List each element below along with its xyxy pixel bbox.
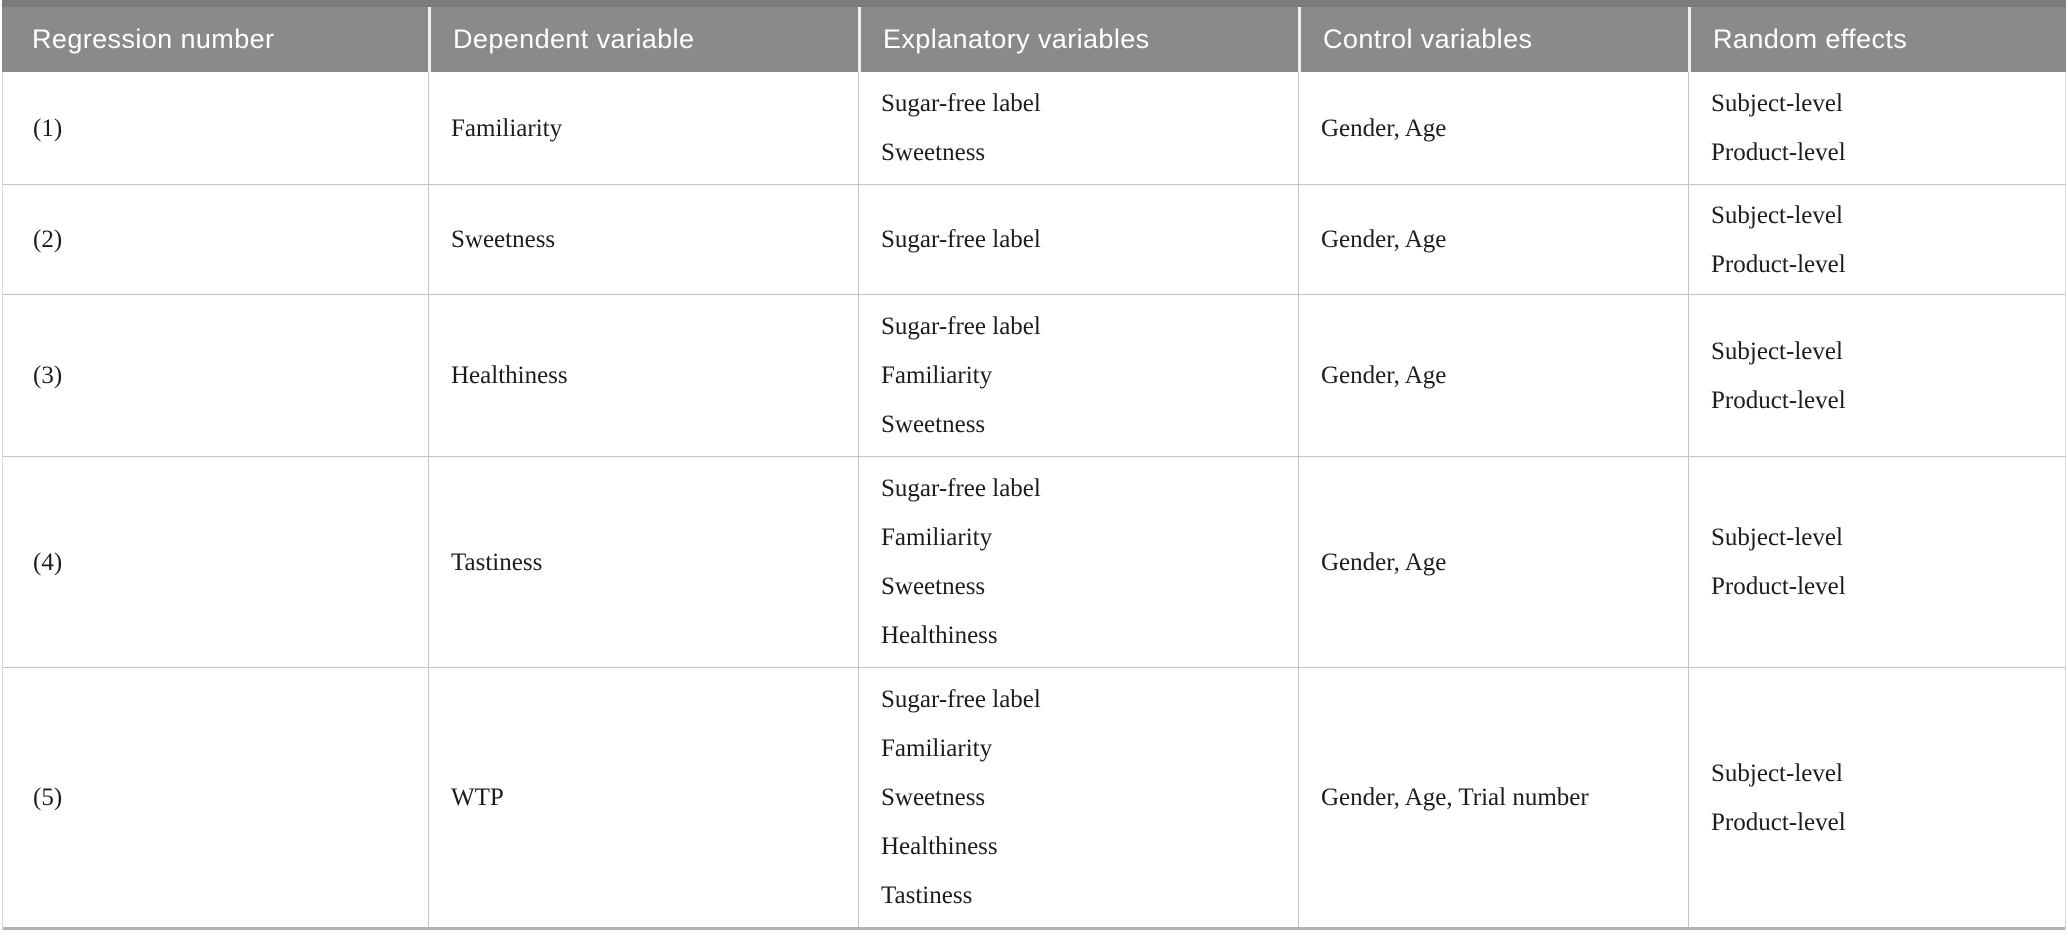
cell-line: (5) — [33, 784, 63, 811]
cell-line: (3) — [33, 362, 63, 389]
cell-line: Gender, Age — [1321, 226, 1447, 253]
cell-line: Product-level — [1711, 250, 1846, 278]
cell-regression-number: (4) — [3, 457, 428, 667]
cell-line: Subject-level — [1711, 337, 1843, 365]
cell-line: Familiarity — [451, 114, 563, 142]
cell-line: Sugar-free label — [881, 313, 1041, 340]
cell-line: WTP — [451, 784, 504, 811]
cell-line: (4) — [33, 548, 63, 576]
cell-line: Healthiness — [881, 622, 998, 649]
cell-line: Product-level — [1711, 808, 1846, 836]
cell-line: Sweetness — [451, 226, 556, 253]
cell-control-variables: Gender, Age, Trial number — [1298, 668, 1688, 927]
cell-dependent-variable: Sweetness — [428, 185, 858, 294]
regression-specifications-table: Regression number Dependent variable Exp… — [2, 0, 2066, 930]
cell-line: Tastiness — [881, 882, 973, 909]
cell-line: Gender, Age, Trial number — [1321, 784, 1589, 811]
cell-random-effects: Subject-level Product-level — [1688, 72, 2065, 184]
cell-control-variables: Gender, Age — [1298, 185, 1688, 294]
cell-control-variables: Gender, Age — [1298, 72, 1688, 184]
cell-random-effects: Subject-level Product-level — [1688, 457, 2065, 667]
cell-line: Familiarity — [881, 362, 993, 389]
cell-dependent-variable: Healthiness — [428, 295, 858, 456]
cell-line: Gender, Age — [1321, 362, 1447, 389]
cell-regression-number: (1) — [3, 72, 428, 184]
cell-line: Subject-level — [1711, 90, 1843, 117]
cell-line: Sweetness — [881, 411, 986, 438]
table-row: (4) Tastiness Sugar-free label Familiari… — [3, 457, 2065, 668]
table-row: (1) Familiarity Sugar-free label Sweetne… — [3, 72, 2065, 185]
column-header-control-variables: Control variables — [1298, 7, 1688, 72]
cell-line: Product-level — [1711, 573, 1846, 600]
cell-regression-number: (3) — [3, 295, 428, 456]
cell-line: Subject-level — [1711, 759, 1843, 787]
column-header-regression-number: Regression number — [32, 24, 275, 54]
cell-random-effects: Subject-level Product-level — [1688, 668, 2065, 927]
cell-regression-number: (2) — [3, 185, 428, 294]
cell-explanatory-variables: Sugar-free label Familiarity Sweetness — [858, 295, 1298, 456]
cell-regression-number: (5) — [3, 668, 428, 927]
table-row: (2) Sweetness Sugar-free label Gender, A… — [3, 185, 2065, 295]
cell-line: Sweetness — [881, 573, 986, 600]
cell-dependent-variable: Familiarity — [428, 72, 858, 184]
cell-line: Sugar-free label — [881, 90, 1041, 117]
column-header-dependent-variable: Dependent variable — [428, 7, 858, 72]
cell-line: Sugar-free label — [881, 475, 1041, 502]
cell-line: Sweetness — [881, 139, 986, 166]
cell-explanatory-variables: Sugar-free label Sweetness — [858, 72, 1298, 184]
column-header-random-effects: Random effects — [1688, 7, 2066, 72]
cell-random-effects: Subject-level Product-level — [1688, 185, 2065, 294]
cell-line: Sugar-free label — [881, 226, 1041, 253]
cell-line: Familiarity — [881, 524, 993, 551]
cell-line: Product-level — [1711, 139, 1846, 166]
cell-control-variables: Gender, Age — [1298, 295, 1688, 456]
cell-line: Gender, Age — [1321, 548, 1447, 576]
table-body: (1) Familiarity Sugar-free label Sweetne… — [2, 72, 2066, 930]
cell-explanatory-variables: Sugar-free label — [858, 185, 1298, 294]
cell-explanatory-variables: Sugar-free label Familiarity Sweetness H… — [858, 457, 1298, 667]
cell-line: (1) — [33, 114, 63, 142]
cell-line: Gender, Age — [1321, 114, 1447, 142]
cell-control-variables: Gender, Age — [1298, 457, 1688, 667]
cell-line: Healthiness — [881, 833, 998, 860]
cell-line: Familiarity — [881, 735, 993, 762]
cell-line: Subject-level — [1711, 524, 1843, 551]
table-row: (5) WTP Sugar-free label Familiarity Swe… — [3, 668, 2065, 930]
cell-random-effects: Subject-level Product-level — [1688, 295, 2065, 456]
cell-line: Sweetness — [881, 784, 986, 811]
column-header-explanatory-variables: Explanatory variables — [858, 7, 1298, 72]
cell-dependent-variable: Tastiness — [428, 457, 858, 667]
cell-line: Healthiness — [451, 362, 568, 389]
cell-line: Sugar-free label — [881, 686, 1041, 713]
cell-line: Product-level — [1711, 386, 1846, 414]
cell-explanatory-variables: Sugar-free label Familiarity Sweetness H… — [858, 668, 1298, 927]
cell-line: Tastiness — [451, 548, 543, 576]
table-row: (3) Healthiness Sugar-free label Familia… — [3, 295, 2065, 457]
table-header-row: Regression number Dependent variable Exp… — [2, 0, 2066, 72]
cell-line: Subject-level — [1711, 201, 1843, 229]
cell-line: (2) — [33, 226, 63, 253]
cell-dependent-variable: WTP — [428, 668, 858, 927]
